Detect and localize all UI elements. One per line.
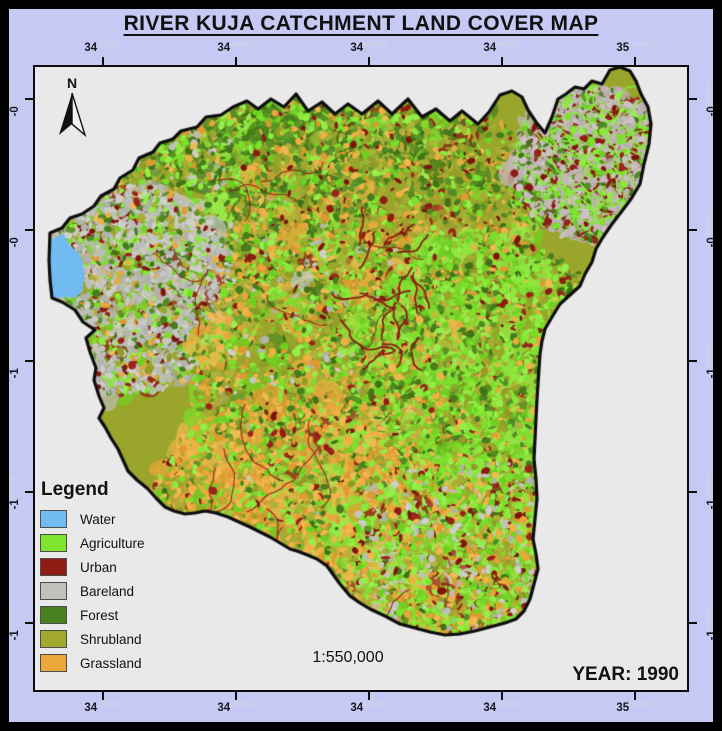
grid-tick — [102, 692, 104, 700]
legend-swatch — [40, 558, 67, 576]
grid-tick — [25, 622, 33, 624]
legend-item: Forest — [40, 606, 225, 624]
grid-tick — [689, 98, 697, 100]
grid-label: 35000000 — [616, 702, 654, 714]
legend-item: Shrubland — [40, 630, 225, 648]
north-arrow-icon — [59, 92, 87, 138]
legend-item: Grassland — [40, 654, 225, 672]
grid-tick — [501, 57, 503, 65]
legend-swatch — [40, 606, 67, 624]
grid-label: 34800000 — [483, 702, 521, 714]
scale-text: 1:550,000 — [312, 649, 384, 666]
legend-item-label: Agriculture — [80, 535, 145, 551]
grid-tick — [689, 360, 697, 362]
grid-tick — [634, 692, 636, 700]
grid-label: 34600000 — [350, 702, 388, 714]
legend-item-label: Water — [80, 511, 116, 527]
grid-tick — [689, 491, 697, 493]
grid-label: -0600000 — [706, 81, 718, 117]
grid-tick — [501, 692, 503, 700]
legend-item-label: Bareland — [80, 583, 135, 599]
grid-label: 34600000 — [350, 42, 388, 54]
grid-tick — [235, 692, 237, 700]
grid-label: -1200000 — [706, 474, 718, 510]
grid-label: 34400000 — [217, 702, 255, 714]
legend-swatch — [40, 534, 67, 552]
grid-label: 34800000 — [483, 42, 521, 54]
grid-tick — [689, 622, 697, 624]
grid-label: -1400000 — [9, 605, 21, 641]
year-label: YEAR: 1990 — [572, 664, 679, 685]
legend-item: Agriculture — [40, 534, 225, 552]
land-cover-canvas — [35, 67, 687, 690]
grid-tick — [368, 57, 370, 65]
grid-tick — [25, 360, 33, 362]
legend-item-label: Forest — [80, 607, 119, 623]
map-frame: N Legend Water Agriculture Urban Bareland Fo… — [33, 65, 689, 692]
grid-tick — [25, 98, 33, 100]
legend-swatch — [40, 510, 67, 528]
grid-label: 34200000 — [84, 42, 122, 54]
legend-item-label: Shrubland — [80, 631, 142, 647]
grid-label: 34200000 — [84, 702, 122, 714]
legend-swatch — [40, 582, 67, 600]
legend-item: Bareland — [40, 582, 225, 600]
legend: Legend Water Agriculture Urban Bareland Fore… — [40, 479, 225, 678]
grid-tick — [25, 491, 33, 493]
grid-label: -1400000 — [706, 605, 718, 641]
grid-label: 34400000 — [217, 42, 255, 54]
legend-swatch — [40, 654, 67, 672]
grid-tick — [102, 57, 104, 65]
grid-tick — [689, 229, 697, 231]
grid-tick — [235, 57, 237, 65]
legend-swatch — [40, 630, 67, 648]
north-arrow: N — [52, 76, 92, 144]
grid-tick — [368, 692, 370, 700]
north-arrow-label: N — [66, 75, 78, 91]
grid-label: -1000000 — [9, 343, 21, 379]
grid-label: -1000000 — [706, 343, 718, 379]
legend-title: Legend — [41, 479, 109, 500]
map-title: RIVER KUJA CATCHMENT LAND COVER MAP — [123, 12, 599, 35]
grid-label: -1200000 — [9, 474, 21, 510]
legend-item: Urban — [40, 558, 225, 576]
legend-item-label: Urban — [80, 559, 117, 575]
grid-label: -0800000 — [706, 212, 718, 248]
grid-tick — [25, 229, 33, 231]
grid-label: 35000000 — [616, 42, 654, 54]
legend-item-label: Grassland — [80, 655, 142, 671]
grid-label: -0600000 — [9, 81, 21, 117]
legend-items: Water Agriculture Urban Bareland Forest Shrub… — [40, 510, 225, 672]
legend-item: Water — [40, 510, 225, 528]
grid-tick — [634, 57, 636, 65]
grid-label: -0800000 — [9, 212, 21, 248]
